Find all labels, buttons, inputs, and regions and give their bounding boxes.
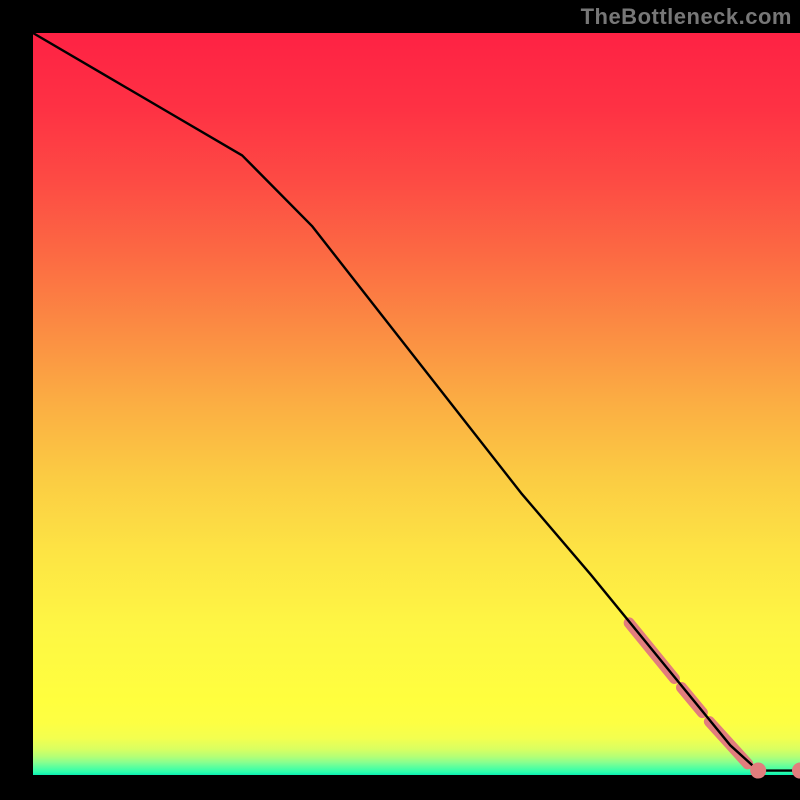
plot-background: [33, 33, 800, 775]
bottleneck-chart: [0, 0, 800, 800]
chart-container: TheBottleneck.com: [0, 0, 800, 800]
endpoint-dot: [750, 763, 766, 779]
watermark-text: TheBottleneck.com: [581, 4, 792, 30]
